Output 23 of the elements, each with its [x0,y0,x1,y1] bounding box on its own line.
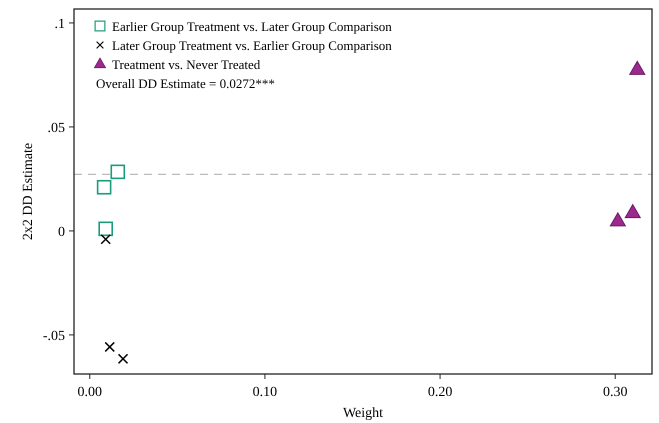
point [96,180,112,195]
legend-label: Earlier Group Treatment vs. Later Group Comparison [112,19,392,34]
y-tick-label: 0 [58,224,65,240]
point [110,164,126,180]
legend-label: Later Group Treatment vs. Earlier Group Comparison [112,38,392,53]
point [98,222,113,236]
x-tick-label: 0.20 [428,385,452,400]
x-tick-label: 0.10 [252,385,278,400]
point [118,354,128,364]
y-tick-label: .1 [54,16,65,32]
point [100,234,111,244]
x-tick-label: 0.30 [602,385,628,400]
annotation: Overall DD Estimate = 0.0272*** [96,76,275,91]
x-axis-title: Weight [342,406,384,421]
y-axis-title: 2x2 DD Estimate [21,142,36,240]
legend-label: Treatment vs. Never Treated [112,57,261,72]
point [624,204,641,218]
y-tick-label: -.05 [42,328,65,344]
point [629,60,646,75]
x-tick-label: 0.00 [78,385,102,400]
point [610,212,626,226]
y-tick-label: .05 [48,120,65,136]
point [104,342,115,352]
